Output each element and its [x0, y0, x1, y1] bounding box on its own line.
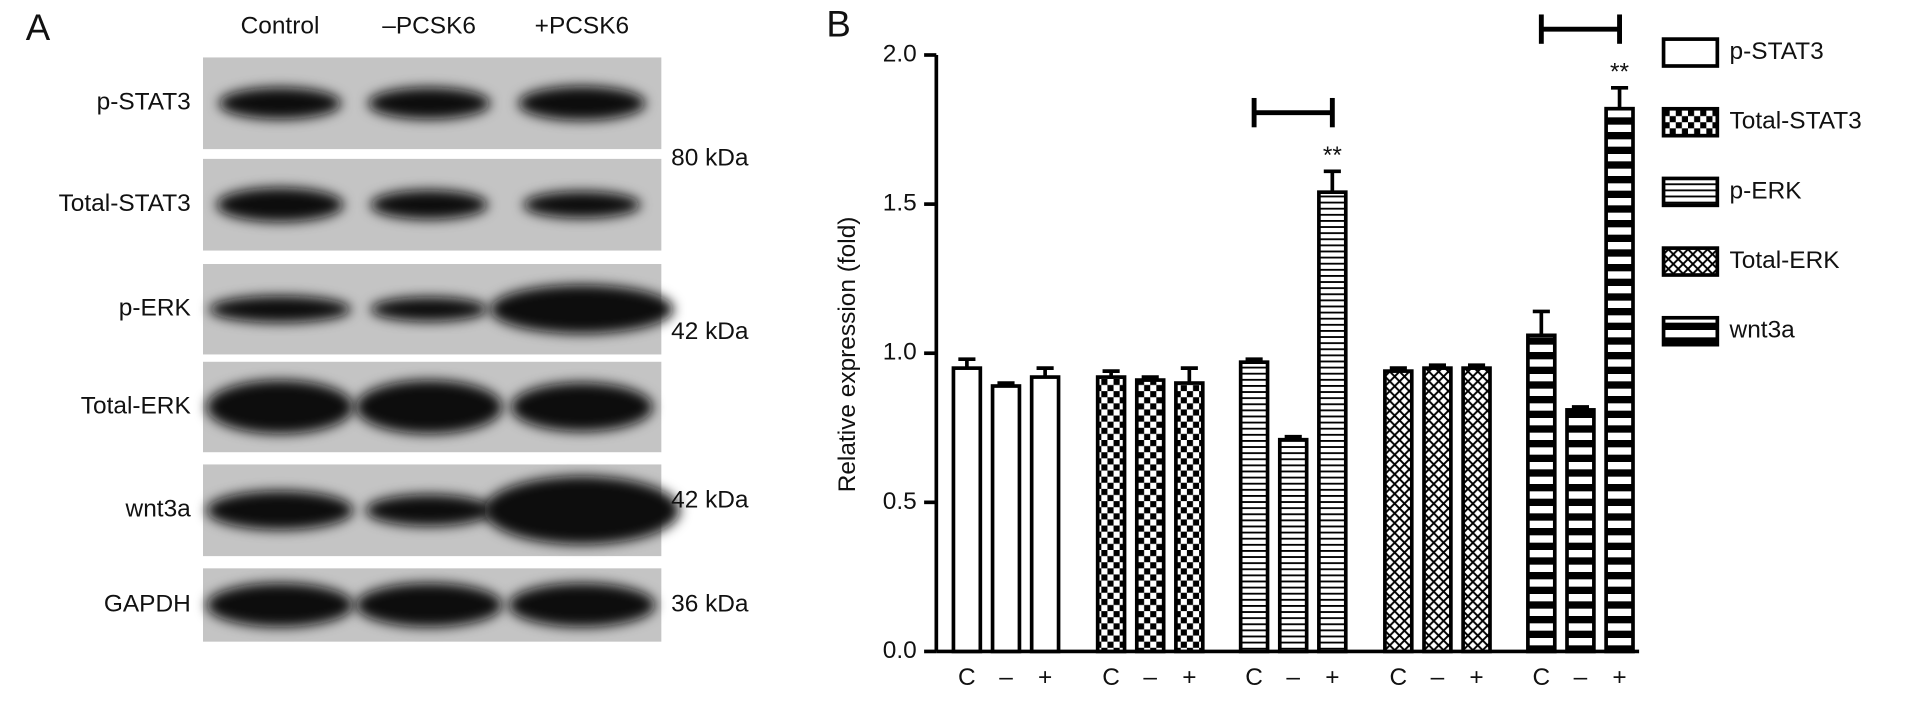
bar [1277, 437, 1309, 654]
x-tick-label: + [1325, 664, 1339, 691]
blot-band [216, 187, 344, 222]
x-tick-label: – [1286, 664, 1300, 691]
x-tick-label: + [1469, 664, 1483, 691]
blot-band [355, 380, 503, 434]
blot-band [490, 284, 674, 334]
x-tick-label: – [1143, 664, 1157, 691]
x-tick-label: C [1533, 664, 1551, 691]
bar [1238, 360, 1270, 654]
bar [1174, 381, 1205, 654]
x-tick-label: – [999, 664, 1013, 691]
legend-swatch [1661, 176, 1720, 208]
bar [1461, 366, 1492, 654]
size-label: 42 kDa [671, 318, 749, 345]
x-tick-label: C [1102, 664, 1120, 691]
blot-band [511, 382, 653, 432]
blot-band [206, 490, 354, 530]
panel-label: A [26, 7, 51, 48]
size-label: 42 kDa [671, 487, 749, 514]
bar [1565, 408, 1596, 654]
row-label: Total-STAT3 [59, 190, 191, 217]
row-label: wnt3a [125, 496, 192, 523]
lane-label: –PCSK6 [382, 12, 476, 39]
blot-band [368, 87, 491, 120]
y-tick-label: 0.0 [883, 637, 917, 664]
x-tick-label: – [1574, 664, 1588, 691]
lane-label: +PCSK6 [535, 12, 629, 39]
x-tick-label: C [1390, 664, 1408, 691]
legend-swatch [1661, 37, 1720, 68]
bar [1526, 333, 1557, 654]
panel-label: B [826, 4, 850, 45]
blot-band [508, 583, 656, 627]
bar [1604, 106, 1635, 654]
bar [1422, 366, 1453, 654]
row-label: Total-ERK [81, 392, 192, 419]
blot-band [206, 583, 354, 627]
y-tick-label: 2.0 [883, 40, 917, 67]
blot-band [209, 295, 351, 323]
y-tick-label: 1.5 [883, 190, 917, 217]
bar [1029, 375, 1061, 654]
bar [951, 366, 983, 654]
blot-band [218, 87, 342, 120]
x-tick-label: + [1038, 664, 1052, 691]
blot-band [523, 191, 641, 219]
legend-swatch [1661, 246, 1720, 277]
legend-label: Total-ERK [1730, 247, 1841, 274]
blot-band [518, 86, 646, 121]
x-tick-label: + [1612, 664, 1626, 691]
bar [990, 384, 1022, 654]
blot-band [206, 380, 354, 434]
legend-label: Total-STAT3 [1730, 108, 1862, 135]
x-tick-label: + [1182, 664, 1196, 691]
x-tick-label: C [1245, 664, 1263, 691]
legend-label: p-STAT3 [1730, 38, 1824, 65]
x-tick-label: – [1431, 664, 1445, 691]
x-tick-label: C [958, 664, 976, 691]
significance: ** [1323, 142, 1343, 169]
blot-band [370, 297, 488, 322]
lane-label: Control [241, 12, 320, 39]
size-label: 80 kDa [671, 144, 749, 171]
bar [1383, 369, 1414, 654]
bar [1134, 378, 1166, 654]
row-label: GAPDH [104, 590, 191, 617]
blot-band [365, 494, 493, 527]
size-label: 36 kDa [671, 590, 749, 617]
row-label: p-ERK [119, 295, 192, 322]
y-axis-label: Relative expression (fold) [834, 217, 861, 493]
bar [1095, 375, 1127, 654]
blot-band [355, 583, 503, 627]
legend-swatch [1661, 315, 1720, 347]
bar [1317, 190, 1348, 654]
significance: ** [1610, 59, 1630, 86]
y-tick-label: 0.5 [883, 488, 917, 515]
legend-label: p-ERK [1730, 177, 1803, 204]
legend-swatch [1661, 106, 1720, 138]
blot-band [484, 476, 680, 545]
y-tick-label: 1.0 [883, 339, 917, 366]
blot-band [370, 190, 488, 220]
row-label: p-STAT3 [97, 89, 191, 116]
legend-label: wnt3a [1729, 317, 1796, 344]
